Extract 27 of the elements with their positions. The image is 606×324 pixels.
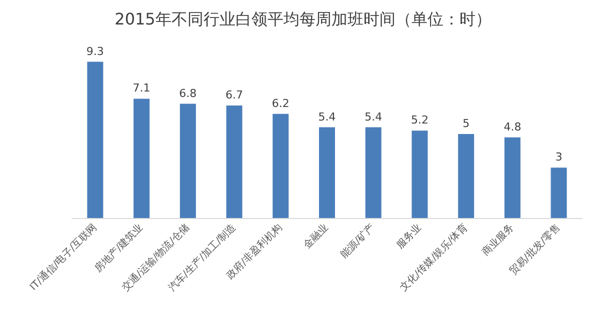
bar bbox=[226, 105, 242, 218]
x-tick-label: 能源/矿产 bbox=[338, 221, 378, 261]
bar bbox=[87, 62, 104, 218]
data-label: 5 bbox=[462, 117, 470, 130]
data-label: 5.4 bbox=[364, 110, 382, 124]
bar bbox=[134, 98, 150, 218]
bar bbox=[272, 114, 289, 218]
bar bbox=[504, 137, 520, 218]
data-label: 9.3 bbox=[86, 44, 104, 58]
bar bbox=[319, 127, 335, 218]
bar bbox=[550, 168, 567, 218]
data-label: 5.4 bbox=[318, 110, 336, 124]
data-label: 6.7 bbox=[226, 88, 244, 102]
bar bbox=[365, 127, 382, 218]
chart-title: 2015年不同行业白领平均每周加班时间（单位：时） bbox=[114, 10, 492, 28]
x-tick-label: 商业服务 bbox=[480, 221, 516, 258]
data-label: 5.2 bbox=[410, 114, 428, 127]
data-label: 4.8 bbox=[504, 120, 522, 134]
x-tick-label: 服务业 bbox=[394, 221, 424, 252]
x-tick-label: 金融业 bbox=[301, 221, 331, 252]
bar bbox=[412, 130, 428, 218]
data-label: 6.8 bbox=[179, 86, 197, 100]
data-label: 3 bbox=[555, 150, 562, 164]
bar bbox=[180, 104, 196, 218]
data-label: 7.1 bbox=[132, 82, 150, 95]
data-label: 6.2 bbox=[272, 96, 290, 110]
bar bbox=[458, 134, 474, 218]
